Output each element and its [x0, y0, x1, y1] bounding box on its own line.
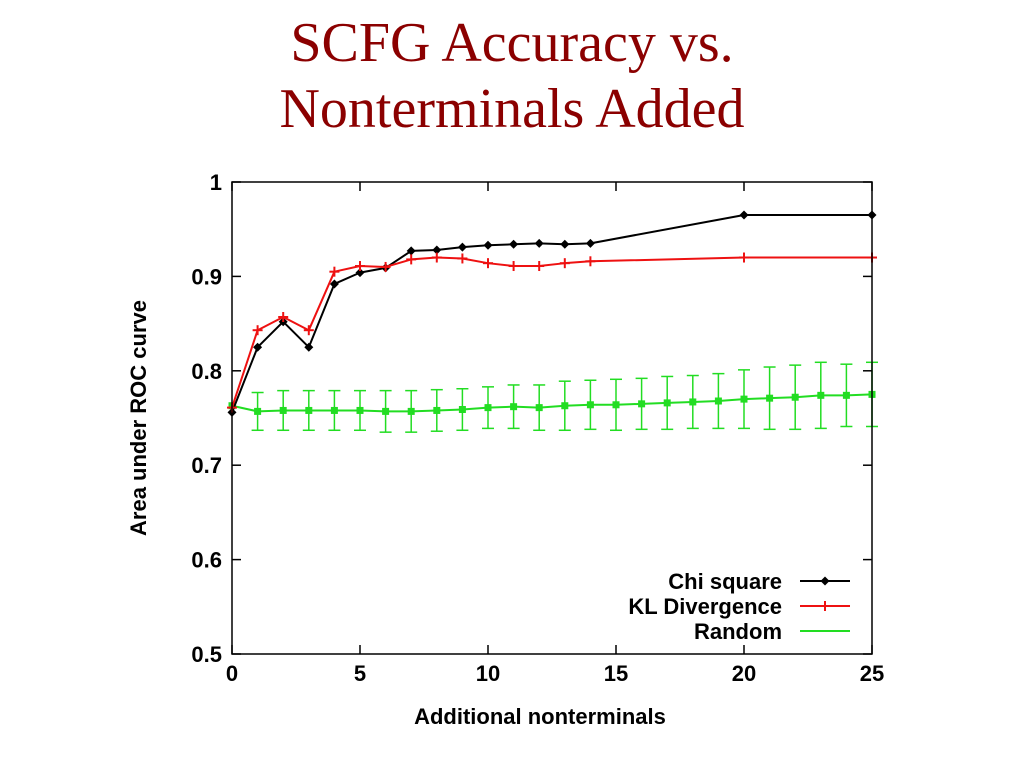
series-chi-square — [227, 210, 877, 417]
series-line — [231, 393, 873, 413]
data-point — [330, 406, 338, 414]
data-point — [483, 240, 493, 250]
data-point — [535, 404, 543, 412]
y-tick-label: 0.9 — [191, 264, 222, 289]
data-point — [689, 398, 697, 406]
data-point — [559, 258, 570, 269]
data-point — [458, 406, 466, 414]
data-point — [766, 394, 774, 402]
series-random — [228, 361, 878, 433]
data-point — [457, 242, 467, 252]
legend-item: Random — [694, 619, 850, 644]
series-line — [231, 214, 872, 413]
data-point — [740, 395, 748, 403]
legend-marker — [820, 576, 830, 586]
legend-label: Chi square — [668, 569, 782, 594]
data-point — [252, 325, 263, 336]
data-point — [817, 391, 825, 399]
slide-title-line-2: Nonterminals Added — [279, 78, 745, 140]
plot-frame — [231, 181, 873, 655]
data-point — [739, 210, 749, 220]
data-point — [791, 393, 799, 401]
slide-title-line-1: SCFG Accuracy vs. — [290, 12, 734, 74]
data-point — [638, 400, 646, 408]
x-tick-label: 15 — [604, 661, 628, 686]
data-point — [279, 406, 287, 414]
data-point — [739, 252, 749, 263]
data-point — [663, 399, 671, 407]
x-tick-label: 25 — [860, 661, 884, 686]
y-tick-label: 0.6 — [191, 548, 222, 573]
data-point — [508, 261, 519, 272]
data-point — [329, 279, 339, 289]
data-point — [510, 403, 518, 411]
data-point — [406, 254, 417, 265]
data-point — [431, 252, 442, 263]
legend-label: Random — [694, 619, 782, 644]
data-point — [329, 266, 340, 277]
data-point — [406, 246, 416, 256]
x-axis-label: Additional nonterminals — [414, 704, 666, 729]
legend-item: KL Divergence — [628, 594, 850, 619]
legend-label: KL Divergence — [628, 594, 782, 619]
y-tick-label: 1 — [210, 170, 222, 195]
data-point — [433, 406, 441, 414]
x-tick-label: 0 — [226, 661, 238, 686]
data-point — [560, 239, 570, 249]
data-point — [278, 311, 289, 322]
slide-title: SCFG Accuracy vs. Nonterminals Added — [0, 10, 1024, 142]
y-tick-label: 0.8 — [191, 359, 222, 384]
legend-marker — [820, 601, 830, 611]
plot-area — [227, 210, 878, 433]
data-point — [484, 404, 492, 412]
data-point — [355, 261, 365, 272]
data-point — [509, 239, 519, 249]
x-tick-label: 20 — [732, 661, 756, 686]
data-point — [612, 401, 620, 409]
data-point — [304, 342, 314, 352]
axes: 0 5 10 15 20 25 0.5 0.6 0.7 0.8 0.9 1 — [191, 170, 884, 686]
data-point — [305, 406, 313, 414]
data-point — [380, 261, 391, 272]
data-point — [253, 342, 263, 352]
x-tick-label: 5 — [354, 661, 366, 686]
data-point — [407, 407, 415, 415]
data-point — [457, 253, 468, 264]
data-point — [356, 406, 364, 414]
data-point — [586, 401, 594, 409]
data-point — [355, 268, 365, 278]
x-tick-label: 10 — [476, 661, 500, 686]
data-point — [714, 397, 722, 405]
data-point — [561, 402, 569, 410]
data-point — [382, 407, 390, 415]
data-point — [585, 238, 595, 248]
data-point — [534, 238, 544, 248]
series-line — [231, 256, 872, 408]
series-kl-divergence — [227, 252, 877, 413]
legend-item: Chi square — [668, 569, 850, 594]
data-point — [254, 407, 262, 415]
data-point — [432, 245, 442, 255]
data-point — [842, 391, 850, 399]
data-point — [303, 325, 314, 336]
y-axis-label: Area under ROC curve — [126, 300, 151, 536]
data-point — [483, 258, 493, 269]
data-point — [534, 261, 545, 272]
y-tick-label: 0.7 — [191, 453, 222, 478]
data-point — [585, 256, 596, 267]
y-tick-label: 0.5 — [191, 642, 222, 667]
